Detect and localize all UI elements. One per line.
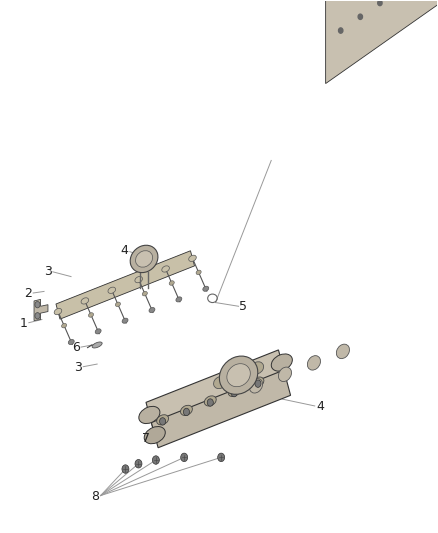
Ellipse shape [271,354,292,371]
Ellipse shape [251,362,264,374]
Text: 3: 3 [44,265,52,278]
Ellipse shape [176,297,182,302]
Ellipse shape [144,426,165,444]
Circle shape [152,456,159,464]
Ellipse shape [336,344,350,359]
Ellipse shape [92,342,102,348]
Ellipse shape [135,277,142,283]
Ellipse shape [108,287,116,293]
Circle shape [181,453,187,462]
Ellipse shape [130,245,158,272]
Ellipse shape [162,266,170,272]
Polygon shape [56,251,194,319]
Ellipse shape [203,286,209,292]
Ellipse shape [205,396,216,406]
Ellipse shape [135,251,152,267]
Circle shape [207,399,213,406]
Ellipse shape [214,376,226,389]
Ellipse shape [180,405,192,415]
Ellipse shape [54,309,62,314]
Ellipse shape [189,255,196,262]
Ellipse shape [142,292,147,296]
Ellipse shape [149,308,155,312]
Circle shape [218,453,225,462]
Circle shape [231,390,237,397]
Ellipse shape [307,356,321,370]
Ellipse shape [62,324,67,328]
Ellipse shape [81,298,88,304]
Text: 6: 6 [72,341,80,354]
Ellipse shape [219,356,258,394]
Circle shape [339,28,343,33]
Text: 2: 2 [25,287,32,300]
Polygon shape [325,0,438,84]
Text: 4: 4 [316,400,324,413]
Ellipse shape [122,318,128,323]
Text: 1: 1 [20,317,28,330]
Text: 8: 8 [92,490,99,503]
Circle shape [184,408,190,416]
Circle shape [122,465,129,473]
Ellipse shape [279,367,292,382]
Circle shape [358,14,363,19]
Ellipse shape [252,377,264,387]
Ellipse shape [115,302,120,306]
Ellipse shape [68,340,74,344]
Text: 5: 5 [240,300,247,313]
Ellipse shape [157,415,169,425]
Polygon shape [152,370,290,448]
Text: 7: 7 [142,432,150,445]
Circle shape [378,1,382,6]
Circle shape [159,418,166,425]
Circle shape [255,380,261,387]
Text: 3: 3 [74,361,82,374]
Polygon shape [34,300,48,320]
Circle shape [135,459,142,468]
Ellipse shape [169,281,174,285]
Ellipse shape [88,313,94,317]
Ellipse shape [196,270,201,274]
Ellipse shape [227,364,250,387]
Ellipse shape [228,386,240,397]
Ellipse shape [139,406,160,424]
Ellipse shape [250,378,262,393]
Polygon shape [146,350,285,427]
Circle shape [35,313,40,319]
Text: 4: 4 [120,244,128,257]
Circle shape [35,302,40,308]
Ellipse shape [95,329,101,334]
